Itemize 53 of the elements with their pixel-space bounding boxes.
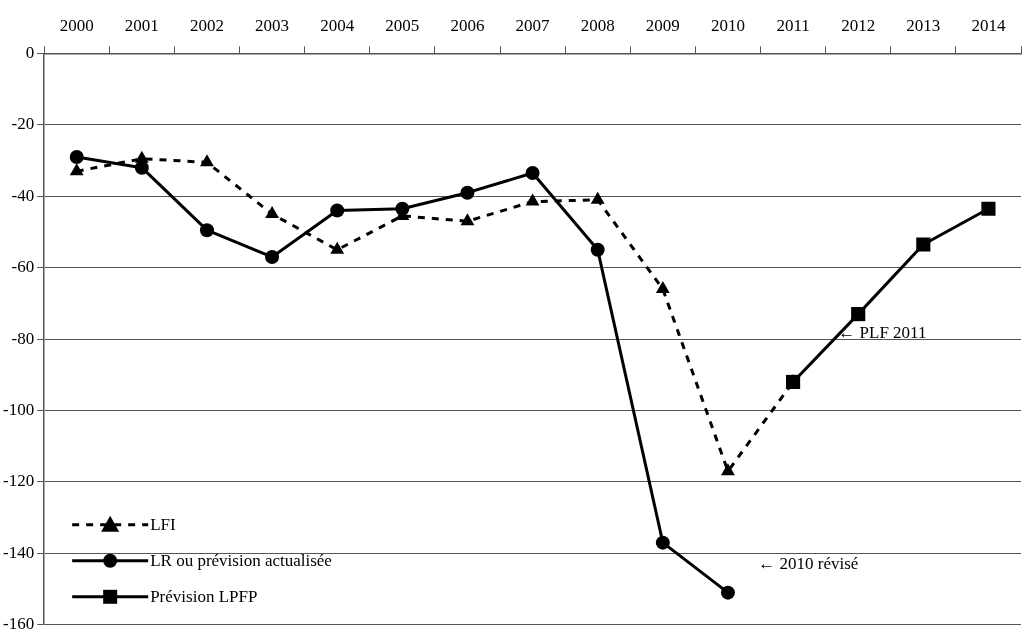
y-tick-label: -100 (2, 399, 35, 419)
point (851, 307, 866, 322)
point (590, 191, 605, 204)
x-tick-label: 2005 (385, 15, 420, 35)
point (69, 163, 84, 176)
point (525, 193, 540, 206)
y-tick-label: -80 (11, 328, 35, 348)
y-tick-label: -20 (11, 114, 35, 134)
x-tick-label: 2009 (645, 15, 680, 35)
legend-label: LR ou prévision actualisée (150, 551, 332, 571)
x-tick-label: 2006 (450, 15, 485, 35)
y-tick-label: 0 (25, 42, 35, 62)
point (395, 201, 410, 216)
point (330, 241, 345, 254)
x-tick-label: 2012 (841, 15, 876, 35)
point (199, 223, 214, 238)
annotation: ← 2010 révisé (758, 554, 859, 574)
annotation: ← PLF 2011 (838, 322, 927, 342)
legend-label: LFI (150, 515, 176, 535)
y-tick-label: -120 (2, 471, 35, 491)
point (134, 160, 149, 175)
y-tick-label: -140 (2, 542, 35, 562)
x-tick-label: 2001 (124, 15, 159, 35)
x-tick-label: 2000 (59, 15, 94, 35)
x-tick-label: 2011 (776, 15, 810, 35)
point (981, 201, 996, 216)
point (460, 213, 475, 226)
point (460, 185, 475, 200)
point (265, 249, 280, 264)
legend-label: Prévision LPFP (150, 587, 258, 607)
y-tick-label: -60 (11, 257, 35, 277)
point (590, 242, 605, 257)
point (721, 463, 735, 476)
x-tick-label: 2004 (320, 15, 355, 35)
x-tick-label: 2003 (255, 15, 290, 35)
y-tick-label: -160 (2, 614, 35, 634)
point (200, 154, 214, 167)
point (69, 149, 84, 164)
x-tick-label: 2008 (580, 15, 615, 35)
point (720, 585, 735, 600)
point (916, 237, 931, 252)
x-tick-label: 2010 (710, 15, 745, 35)
x-tick-label: 2013 (906, 15, 941, 35)
point (655, 535, 670, 550)
point (655, 281, 670, 294)
x-tick-label: 2007 (515, 15, 551, 35)
x-tick-label: 2002 (189, 15, 224, 35)
point (330, 203, 345, 218)
point (525, 166, 540, 181)
point (265, 206, 280, 219)
x-tick-label: 2014 (971, 15, 1006, 35)
y-tick-label: -40 (11, 185, 35, 205)
point (786, 374, 801, 390)
